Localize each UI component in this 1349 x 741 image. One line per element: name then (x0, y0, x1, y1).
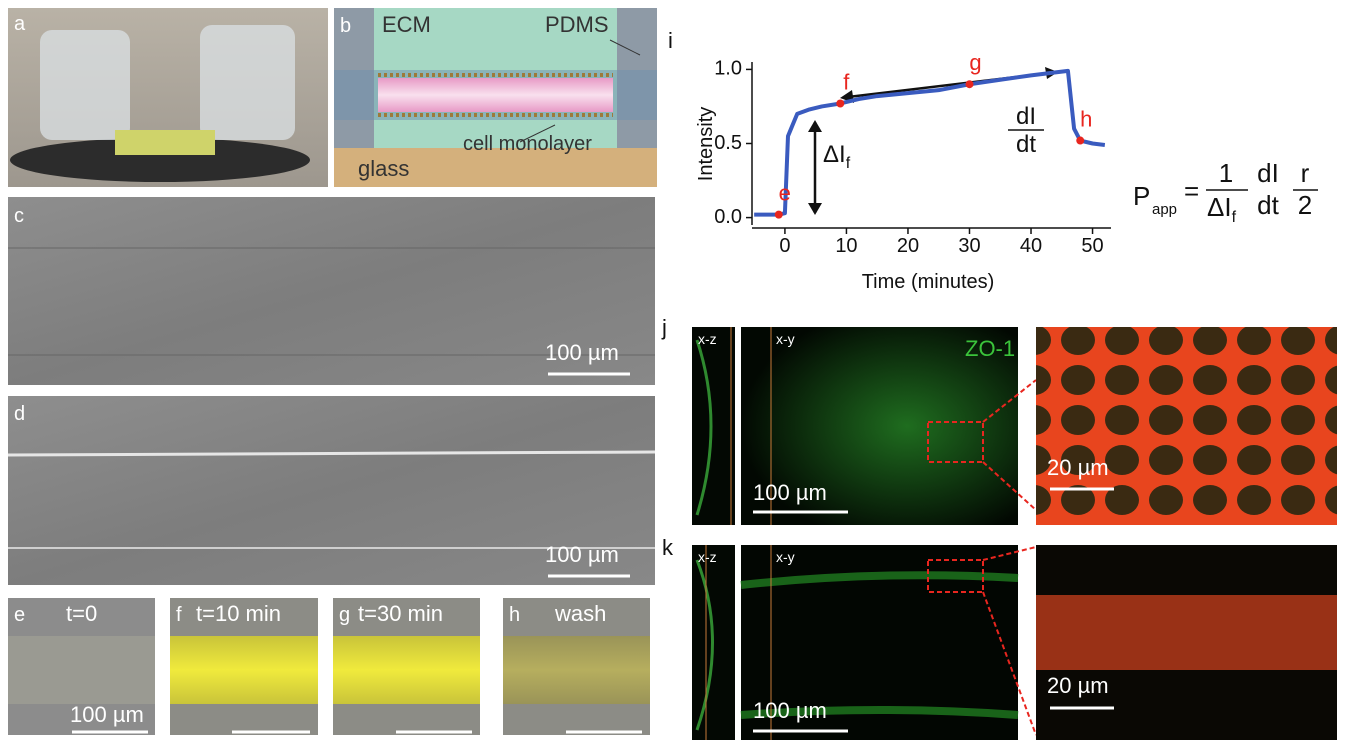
panel-label: c (14, 205, 24, 227)
panel-k: k x-z x-y 100 µm 20 µm (662, 535, 1337, 740)
formula-term: dI (1257, 158, 1279, 188)
label: glass (358, 156, 409, 181)
panel-h: h wash (503, 598, 650, 735)
panel-label: b (340, 15, 351, 37)
panel-d: d 100 µm (8, 396, 655, 585)
formula-term: = (1184, 176, 1199, 206)
formula-term: 1 (1219, 158, 1233, 188)
x-tick-label: 40 (1020, 235, 1042, 257)
formula: P app = 1 ΔIf dI dt r 2 (1133, 158, 1318, 226)
panel-label: g (339, 604, 350, 626)
annotation: dI (1016, 103, 1036, 130)
scale-label: 100 µm (753, 698, 827, 723)
view-label: x-z (698, 549, 717, 565)
point-label: g (969, 50, 981, 75)
panel-c: c 100 µm (8, 197, 655, 385)
formula-sub: app (1152, 201, 1177, 218)
x-tick-label: 10 (835, 235, 857, 257)
panel-g: g t=30 min (333, 598, 480, 735)
y-tick-label: 0.5 (714, 132, 742, 154)
stain-label: ZO-1 (965, 336, 1015, 361)
channel (8, 636, 155, 704)
point-label: h (1080, 107, 1092, 132)
formula-term: ΔIf (1207, 192, 1237, 226)
point (836, 99, 844, 107)
x-tick-label: 0 (779, 235, 790, 257)
time-label: t=30 min (358, 601, 443, 626)
panel-f: f t=10 min (170, 598, 318, 735)
formula-sub: f (1232, 209, 1237, 226)
monolayer (1036, 595, 1337, 670)
device (115, 130, 215, 155)
formula-term: P (1133, 181, 1150, 211)
xz-image (692, 327, 735, 525)
panel-label: a (14, 13, 26, 35)
scale-label: 100 µm (70, 702, 144, 727)
line (754, 71, 1105, 215)
view-label: x-z (698, 331, 717, 347)
scale-label: 20 µm (1047, 455, 1109, 480)
label: cell monolayer (463, 133, 592, 155)
scale-label: 20 µm (1047, 673, 1109, 698)
annotation: dt (1016, 131, 1036, 158)
scale-label: 100 µm (545, 542, 619, 567)
time-label: t=0 (66, 601, 97, 626)
panel-label: f (176, 604, 182, 626)
formula-term: r (1301, 158, 1310, 188)
formula-term: dt (1257, 190, 1279, 220)
formula-text: ΔI (1207, 192, 1232, 222)
panel-e: e t=0 100 µm (8, 598, 155, 735)
x-tick-label: 30 (958, 235, 980, 257)
view-label: x-y (776, 331, 795, 347)
reservoir (200, 25, 295, 140)
label: PDMS (545, 12, 609, 37)
y-tick-label: 1.0 (714, 58, 742, 80)
reservoir (40, 30, 130, 140)
annotation-sub: f (846, 155, 851, 172)
panel-label: j (661, 315, 667, 340)
point-label: e (779, 181, 791, 206)
zoom-image (1036, 327, 1337, 525)
x-tick-label: 20 (897, 235, 919, 257)
panel-i: i Intensity Time (minutes) ΔIf dI dt 0.0… (668, 28, 1111, 293)
channel (170, 636, 318, 704)
scale-label: 100 µm (753, 480, 827, 505)
panel-j: j x-z x-y ZO-1 100 µm 20 µm (661, 315, 1337, 525)
annotation-text: ΔI (823, 141, 846, 168)
label: ECM (382, 12, 431, 37)
panel-a: a (8, 8, 328, 187)
formula-term: 2 (1298, 190, 1312, 220)
lumen (378, 78, 613, 112)
y-tick-label: 0.0 (714, 206, 742, 228)
x-axis-title: Time (minutes) (862, 271, 995, 293)
channel (503, 636, 650, 704)
panel-label: h (509, 604, 520, 626)
x-tick-label: 50 (1081, 235, 1103, 257)
point-label: f (843, 69, 850, 94)
annotation: ΔIf (823, 141, 851, 172)
panel-label: e (14, 604, 25, 626)
scale-label: 100 µm (545, 340, 619, 365)
point (965, 80, 973, 88)
point (1076, 137, 1084, 145)
channel (333, 636, 480, 704)
view-label: x-y (776, 549, 795, 565)
time-label: t=10 min (196, 601, 281, 626)
panel-label: d (14, 403, 25, 425)
time-label: wash (554, 601, 606, 626)
panel-label: k (662, 535, 674, 560)
panel-label: i (668, 28, 673, 53)
panel-b: b ECM PDMS cell monolayer glass (334, 8, 657, 187)
point (775, 211, 783, 219)
figure: a b ECM PDMS cell monolayer glass c 100 … (0, 0, 1349, 741)
